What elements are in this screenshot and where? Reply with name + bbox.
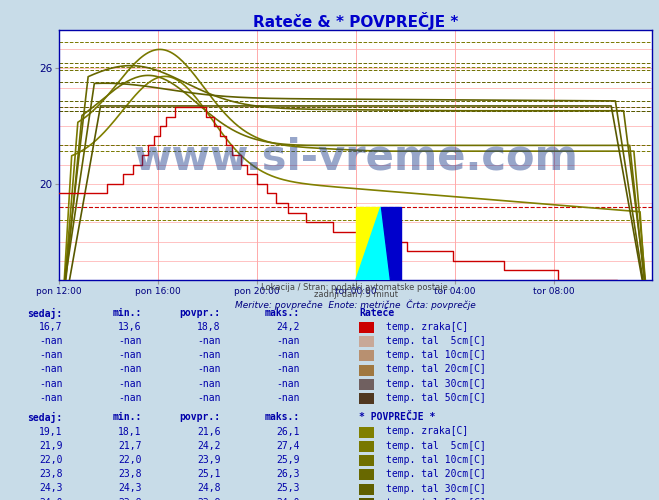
Text: 16,7: 16,7	[39, 322, 63, 332]
Text: temp. tal  5cm[C]: temp. tal 5cm[C]	[386, 441, 486, 451]
Text: 23,9: 23,9	[197, 498, 221, 500]
Text: -nan: -nan	[118, 336, 142, 346]
Text: 24,0: 24,0	[39, 498, 63, 500]
Text: 21,7: 21,7	[118, 441, 142, 451]
Text: -nan: -nan	[118, 379, 142, 389]
Text: -nan: -nan	[197, 364, 221, 374]
Text: temp. tal 20cm[C]: temp. tal 20cm[C]	[386, 364, 486, 374]
Polygon shape	[356, 207, 390, 280]
Text: -nan: -nan	[118, 364, 142, 374]
Text: 25,3: 25,3	[276, 484, 300, 494]
Text: -nan: -nan	[39, 350, 63, 360]
Text: 21,9: 21,9	[39, 441, 63, 451]
Text: www.si-vreme.com: www.si-vreme.com	[133, 136, 579, 178]
Text: temp. zraka[C]: temp. zraka[C]	[386, 426, 468, 436]
Text: -nan: -nan	[276, 393, 300, 403]
Text: temp. tal 10cm[C]: temp. tal 10cm[C]	[386, 455, 486, 465]
Text: temp. tal 50cm[C]: temp. tal 50cm[C]	[386, 498, 486, 500]
Text: 23,8: 23,8	[118, 498, 142, 500]
Text: -nan: -nan	[39, 393, 63, 403]
Text: 27,4: 27,4	[276, 441, 300, 451]
Polygon shape	[381, 207, 401, 280]
Text: 22,0: 22,0	[39, 455, 63, 465]
Text: 26,1: 26,1	[276, 426, 300, 436]
Text: Rateče & * POVPREČJE *: Rateče & * POVPREČJE *	[253, 12, 459, 30]
Text: povpr.:: povpr.:	[180, 412, 221, 422]
Text: sedaj:: sedaj:	[28, 308, 63, 318]
Text: 26,3: 26,3	[276, 469, 300, 479]
Polygon shape	[356, 207, 381, 280]
Text: -nan: -nan	[276, 336, 300, 346]
Text: 25,1: 25,1	[197, 469, 221, 479]
Text: temp. tal 20cm[C]: temp. tal 20cm[C]	[386, 469, 486, 479]
Text: 13,6: 13,6	[118, 322, 142, 332]
Text: -nan: -nan	[118, 393, 142, 403]
Text: -nan: -nan	[197, 336, 221, 346]
Text: 18,8: 18,8	[197, 322, 221, 332]
Text: 24,3: 24,3	[39, 484, 63, 494]
Text: Lokacija / Stran: podatki avtomatske postaje.: Lokacija / Stran: podatki avtomatske pos…	[261, 283, 451, 292]
Text: Meritve: povprečne  Enote: metrične  Črta: povprečje: Meritve: povprečne Enote: metrične Črta:…	[235, 299, 476, 310]
Text: povpr.:: povpr.:	[180, 308, 221, 318]
Text: -nan: -nan	[276, 350, 300, 360]
Text: temp. zraka[C]: temp. zraka[C]	[386, 322, 468, 332]
Text: -nan: -nan	[39, 364, 63, 374]
Text: Rateče: Rateče	[359, 308, 394, 318]
Text: temp. tal 10cm[C]: temp. tal 10cm[C]	[386, 350, 486, 360]
Text: 22,0: 22,0	[118, 455, 142, 465]
Text: maks.:: maks.:	[265, 412, 300, 422]
Text: 24,8: 24,8	[197, 484, 221, 494]
Text: 24,3: 24,3	[118, 484, 142, 494]
Text: -nan: -nan	[118, 350, 142, 360]
Text: 18,1: 18,1	[118, 426, 142, 436]
Text: 23,8: 23,8	[118, 469, 142, 479]
Text: min.:: min.:	[112, 412, 142, 422]
Text: 23,8: 23,8	[39, 469, 63, 479]
Text: -nan: -nan	[197, 379, 221, 389]
Text: -nan: -nan	[39, 379, 63, 389]
Text: 21,6: 21,6	[197, 426, 221, 436]
Text: 25,9: 25,9	[276, 455, 300, 465]
Text: temp. tal 30cm[C]: temp. tal 30cm[C]	[386, 484, 486, 494]
Text: sedaj:: sedaj:	[28, 412, 63, 424]
Text: min.:: min.:	[112, 308, 142, 318]
Text: 23,9: 23,9	[197, 455, 221, 465]
Text: 24,0: 24,0	[276, 498, 300, 500]
Text: * POVPREČJE *: * POVPREČJE *	[359, 412, 436, 422]
Text: temp. tal  5cm[C]: temp. tal 5cm[C]	[386, 336, 486, 346]
Text: -nan: -nan	[39, 336, 63, 346]
Text: -nan: -nan	[197, 350, 221, 360]
Text: zadnji dan / 5 minut: zadnji dan / 5 minut	[314, 290, 398, 299]
Text: temp. tal 30cm[C]: temp. tal 30cm[C]	[386, 379, 486, 389]
Text: 19,1: 19,1	[39, 426, 63, 436]
Text: -nan: -nan	[276, 379, 300, 389]
Text: -nan: -nan	[276, 364, 300, 374]
Text: 24,2: 24,2	[197, 441, 221, 451]
Text: temp. tal 50cm[C]: temp. tal 50cm[C]	[386, 393, 486, 403]
Text: -nan: -nan	[197, 393, 221, 403]
Text: maks.:: maks.:	[265, 308, 300, 318]
Text: 24,2: 24,2	[276, 322, 300, 332]
